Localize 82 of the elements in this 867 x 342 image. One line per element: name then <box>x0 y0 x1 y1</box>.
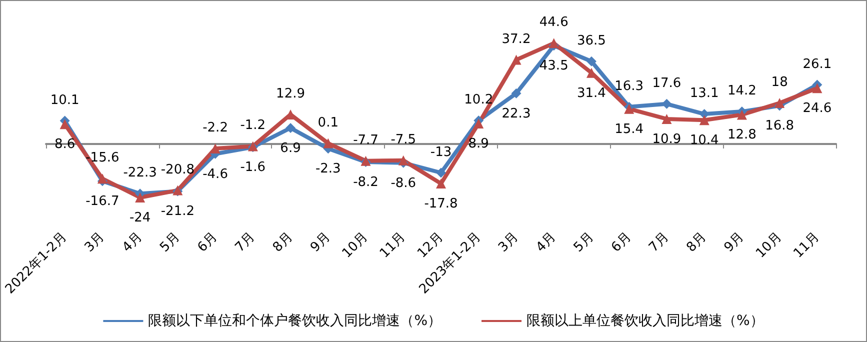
data-label: 12.8 <box>727 128 756 143</box>
point <box>210 143 220 154</box>
data-label: 6.9 <box>280 140 301 156</box>
data-label: 15.4 <box>614 122 644 137</box>
legend-label: 限额以下单位和个体户餐饮收入同比增速（%） <box>148 313 442 329</box>
point <box>662 114 672 124</box>
data-label: 17.6 <box>652 76 682 91</box>
x-tick-label: 7月 <box>232 230 258 256</box>
data-label: 37.2 <box>502 32 531 47</box>
x-tick-label: 9月 <box>722 230 748 256</box>
point <box>436 168 446 178</box>
x-tick-label: 10月 <box>340 230 372 262</box>
data-label: 10.4 <box>690 133 719 148</box>
data-label: 44.6 <box>539 15 568 30</box>
data-label: -21.2 <box>160 204 194 220</box>
legend-label: 限额以上单位餐饮收入同比增速（%） <box>526 313 764 329</box>
data-label: -8.2 <box>353 174 378 190</box>
data-label: 0.1 <box>318 115 338 130</box>
data-label: -13 <box>430 144 452 160</box>
x-tick-label: 8月 <box>270 230 296 256</box>
data-label: 16.3 <box>614 78 644 94</box>
data-label: -7.7 <box>353 132 378 148</box>
x-tick-label: 6月 <box>608 230 634 256</box>
x-tick-label: 9月 <box>308 230 334 256</box>
data-label: -1.2 <box>240 118 266 134</box>
x-tick-label: 12月 <box>414 230 446 262</box>
point <box>699 109 710 120</box>
point <box>774 98 785 108</box>
point <box>135 192 146 202</box>
point <box>398 155 408 166</box>
data-label: -7.5 <box>390 132 416 148</box>
data-label: 36.5 <box>577 33 606 48</box>
point <box>286 122 296 133</box>
data-label: -8.6 <box>390 176 416 191</box>
data-label: 16.8 <box>765 118 794 134</box>
point <box>436 178 446 189</box>
x-tick-label: 4月 <box>534 230 560 256</box>
data-label: 10.9 <box>652 132 682 147</box>
x-tick-label: 7月 <box>646 230 672 256</box>
data-label: 43.5 <box>539 58 568 74</box>
x-tick-label: 3月 <box>496 230 522 256</box>
point <box>97 174 108 184</box>
data-label: 10.1 <box>50 92 80 108</box>
x-tick-label: 5月 <box>571 230 597 256</box>
point <box>323 138 334 148</box>
x-tick-label: 4月 <box>120 230 146 256</box>
point <box>511 88 522 98</box>
data-label: 22.3 <box>502 106 531 122</box>
data-label: -17.8 <box>424 196 458 212</box>
point <box>736 110 747 120</box>
point <box>548 38 559 48</box>
data-label: -4.6 <box>202 166 228 182</box>
x-tick-label: 8月 <box>684 230 710 256</box>
point <box>662 98 672 109</box>
data-label: 12.9 <box>276 86 305 102</box>
data-label: -20.8 <box>160 162 194 178</box>
data-label: 26.1 <box>802 56 832 72</box>
data-label: 8.9 <box>468 136 489 152</box>
data-label: -1.6 <box>240 160 266 176</box>
data-label: 14.2 <box>727 84 756 99</box>
data-label: -24 <box>129 210 151 226</box>
point <box>699 115 710 126</box>
point <box>511 54 522 65</box>
point <box>812 83 822 94</box>
data-label: -2.2 <box>202 120 228 136</box>
data-label: -22.3 <box>123 166 157 181</box>
x-tick-label: 11月 <box>791 230 822 262</box>
data-label: -2.3 <box>315 162 341 177</box>
x-tick-label: 5月 <box>157 230 183 256</box>
point <box>474 118 484 128</box>
data-label: 13.1 <box>690 86 719 102</box>
data-label: 31.4 <box>577 86 606 101</box>
point <box>586 56 596 66</box>
x-tick-label: 11月 <box>377 230 409 262</box>
x-tick-label: 10月 <box>753 230 785 262</box>
x-tick-label: 3月 <box>82 230 108 256</box>
data-label: 18 <box>771 75 788 90</box>
data-label: -16.7 <box>86 194 120 210</box>
data-label: 24.6 <box>802 101 832 116</box>
point <box>60 119 70 130</box>
data-label: 8.6 <box>54 137 76 152</box>
x-tick-label: 6月 <box>194 230 221 256</box>
